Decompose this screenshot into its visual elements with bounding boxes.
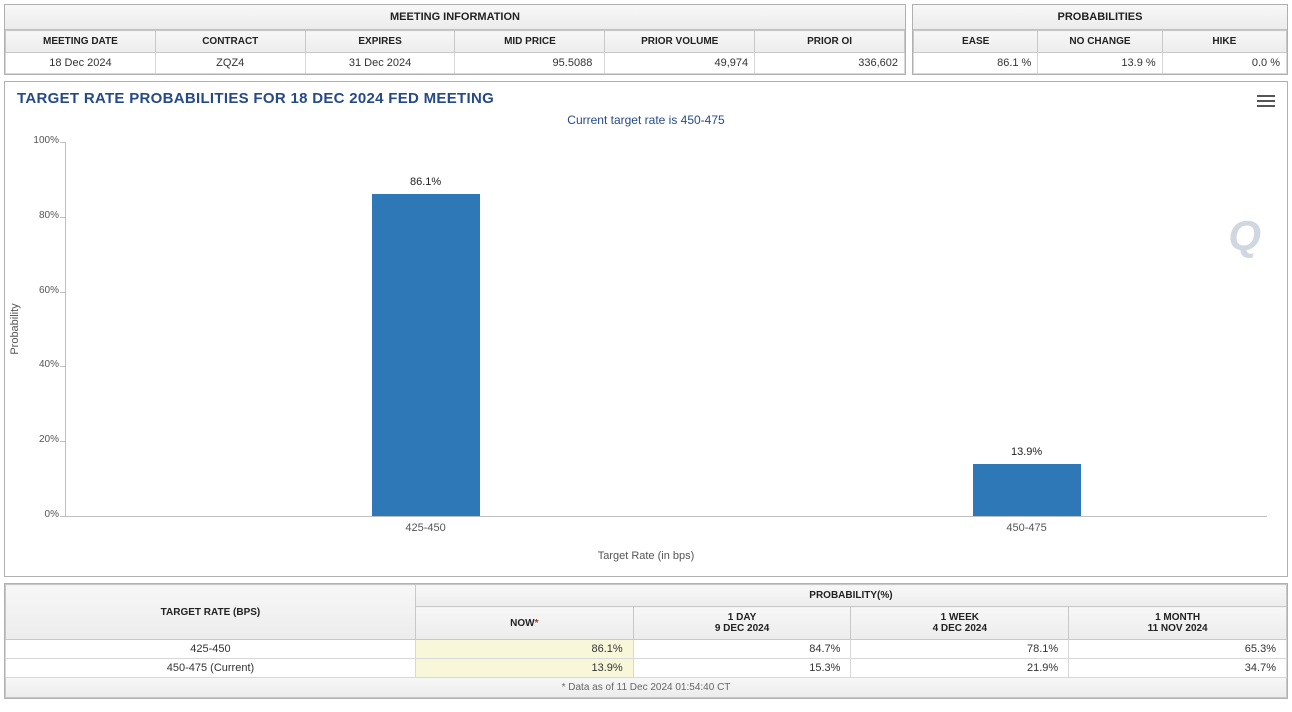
col-header: PRIOR OI — [755, 31, 905, 53]
col-header-target-rate: TARGET RATE (BPS) — [6, 585, 416, 640]
chart-ytick — [60, 142, 65, 143]
history-footnote: * Data as of 11 Dec 2024 01:54:40 CT — [5, 678, 1287, 698]
chart-plotarea: Q 0%20%40%60%80%100%86.1%425-45013.9%450… — [65, 142, 1267, 516]
chart-ytick — [60, 217, 65, 218]
col-header: CONTRACT — [155, 31, 305, 53]
col-header: HIKE — [1162, 31, 1286, 53]
cell-target-rate: 450-475 (Current) — [6, 659, 416, 678]
col-header: MEETING DATE — [6, 31, 156, 53]
chart-x-axis — [65, 516, 1267, 517]
col-header-period: 1 MONTH11 NOV 2024 — [1069, 607, 1287, 640]
probabilities-table: EASE NO CHANGE HIKE 86.1 % 13.9 % 0.0 % — [913, 30, 1287, 74]
cell-probability: 78.1% — [851, 640, 1069, 659]
cell-hike: 0.0 % — [1162, 53, 1286, 74]
chart-xlabel: Target Rate (in bps) — [5, 550, 1287, 562]
chart-ytick-label: 60% — [23, 285, 59, 296]
chart-panel: TARGET RATE PROBABILITIES FOR 18 DEC 202… — [4, 81, 1288, 577]
cell-expires: 31 Dec 2024 — [305, 53, 455, 74]
history-panel: TARGET RATE (BPS) PROBABILITY(%) NOW*1 D… — [4, 583, 1288, 699]
probabilities-panel: PROBABILITIES EASE NO CHANGE HIKE 86.1 %… — [912, 4, 1288, 75]
col-header: PRIOR VOLUME — [605, 31, 755, 53]
meeting-info-panel: MEETING INFORMATION MEETING DATE CONTRAC… — [4, 4, 906, 75]
table-row: 18 Dec 2024 ZQZ4 31 Dec 2024 95.5088 49,… — [6, 53, 905, 74]
cell-probability: 84.7% — [633, 640, 851, 659]
chart-subtitle: Current target rate is 450-475 — [17, 113, 1275, 127]
table-row: 425-45086.1%84.7%78.1%65.3% — [6, 640, 1287, 659]
chart-ytick — [60, 292, 65, 293]
history-table: TARGET RATE (BPS) PROBABILITY(%) NOW*1 D… — [5, 584, 1287, 678]
chart-bar[interactable] — [372, 194, 480, 516]
chart-bar[interactable] — [973, 464, 1081, 516]
cell-prior-volume: 49,974 — [605, 53, 755, 74]
probabilities-title: PROBABILITIES — [913, 5, 1287, 30]
cell-mid-price: 95.5088 — [455, 53, 605, 74]
chart-ytick-label: 100% — [23, 135, 59, 146]
cell-target-rate: 425-450 — [6, 640, 416, 659]
col-header: NO CHANGE — [1038, 31, 1162, 53]
cell-probability: 15.3% — [633, 659, 851, 678]
chart-ytick-label: 40% — [23, 359, 59, 370]
chart-ytick — [60, 441, 65, 442]
table-row: 450-475 (Current)13.9%15.3%21.9%34.7% — [6, 659, 1287, 678]
cell-probability: 21.9% — [851, 659, 1069, 678]
table-header-row: EASE NO CHANGE HIKE — [914, 31, 1287, 53]
chart-ytick-label: 80% — [23, 210, 59, 221]
cell-probability: 86.1% — [415, 640, 633, 659]
chart-category-label: 450-475 — [1006, 522, 1046, 534]
table-row: 86.1 % 13.9 % 0.0 % — [914, 53, 1287, 74]
cell-meeting-date: 18 Dec 2024 — [6, 53, 156, 74]
col-header-period: 1 WEEK4 DEC 2024 — [851, 607, 1069, 640]
cell-probability: 13.9% — [415, 659, 633, 678]
chart-y-axis — [65, 142, 66, 516]
cell-probability: 34.7% — [1069, 659, 1287, 678]
table-header-row: MEETING DATE CONTRACT EXPIRES MID PRICE … — [6, 31, 905, 53]
meeting-info-table: MEETING DATE CONTRACT EXPIRES MID PRICE … — [5, 30, 905, 74]
cell-ease: 86.1 % — [914, 53, 1038, 74]
table-header-row: TARGET RATE (BPS) PROBABILITY(%) — [6, 585, 1287, 607]
col-header-period: 1 DAY9 DEC 2024 — [633, 607, 851, 640]
chart-ytick — [60, 516, 65, 517]
chart-ytick-label: 20% — [23, 434, 59, 445]
meeting-info-title: MEETING INFORMATION — [5, 5, 905, 30]
chart-ytick — [60, 366, 65, 367]
chart-bar-value-label: 86.1% — [410, 176, 441, 188]
chart-category-label: 425-450 — [405, 522, 445, 534]
cell-prior-oi: 336,602 — [755, 53, 905, 74]
cell-contract: ZQZ4 — [155, 53, 305, 74]
chart-menu-button[interactable] — [1257, 92, 1275, 110]
watermark: Q — [1228, 212, 1259, 260]
chart-ytick-label: 0% — [23, 509, 59, 520]
col-header-period: NOW* — [415, 607, 633, 640]
col-header-probability-group: PROBABILITY(%) — [415, 585, 1286, 607]
chart-title: TARGET RATE PROBABILITIES FOR 18 DEC 202… — [17, 90, 1275, 107]
cell-probability: 65.3% — [1069, 640, 1287, 659]
col-header: EXPIRES — [305, 31, 455, 53]
col-header: EASE — [914, 31, 1038, 53]
chart-bar-value-label: 13.9% — [1011, 446, 1042, 458]
chart-ylabel: Probability — [9, 303, 21, 354]
col-header: MID PRICE — [455, 31, 605, 53]
cell-no-change: 13.9 % — [1038, 53, 1162, 74]
